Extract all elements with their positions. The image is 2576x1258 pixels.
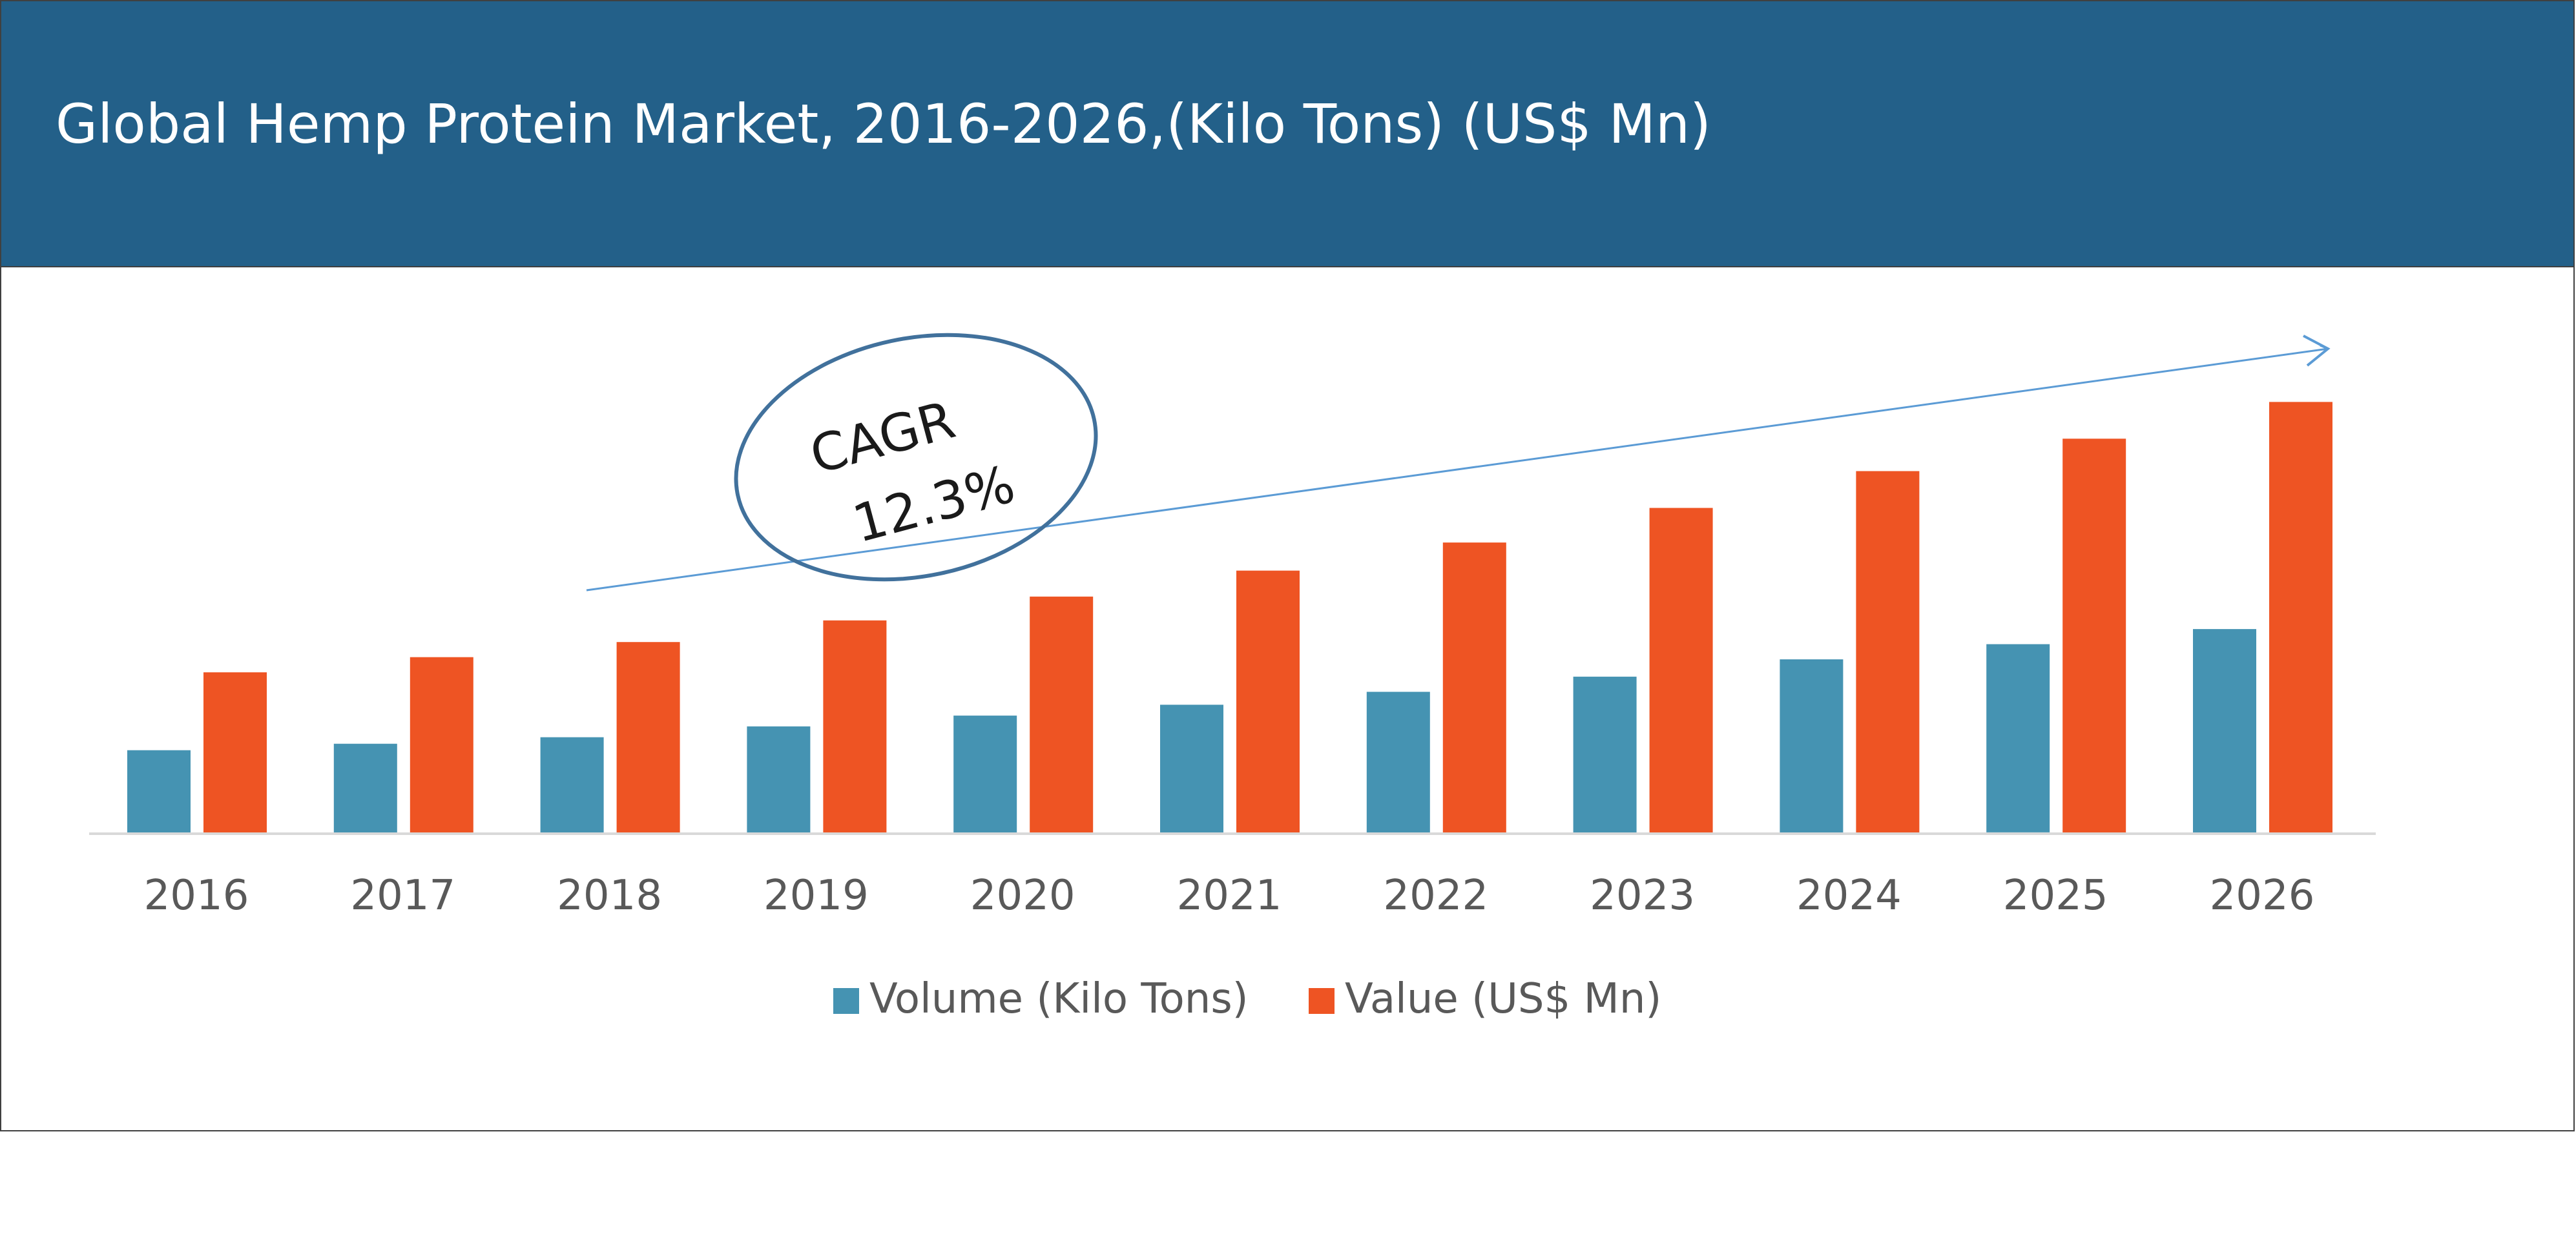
legend-value-label: Value (US$ Mn) [1345, 975, 1661, 1023]
legend-value-swatch [1309, 988, 1335, 1014]
bars-group [127, 402, 2332, 833]
bar-volume-2018 [540, 737, 604, 832]
bar-value-2017 [410, 657, 473, 832]
x-tick-label-2019: 2019 [763, 872, 869, 920]
x-tick-label-2021: 2021 [1177, 872, 1282, 920]
growth-arrowhead-icon [2303, 335, 2331, 367]
bar-volume-2021 [1160, 705, 1223, 832]
bar-value-2026 [2269, 402, 2332, 832]
bar-value-2024 [1856, 471, 1920, 832]
x-tick-label-2018: 2018 [557, 872, 662, 920]
header-bar: Global Hemp Protein Market, 2016-2026,(K… [1, 1, 2573, 267]
bar-volume-2019 [747, 726, 811, 832]
legend-volume-swatch [833, 988, 859, 1014]
x-tick-label-2017: 2017 [350, 872, 455, 920]
x-tick-label-2020: 2020 [970, 872, 1075, 920]
bar-volume-2016 [127, 750, 191, 832]
bar-volume-2017 [333, 743, 397, 832]
cagr-label: CAGR [804, 389, 961, 486]
chart-title: Global Hemp Protein Market, 2016-2026,(K… [56, 92, 1711, 156]
bar-volume-2020 [953, 716, 1017, 832]
growth-arrow [586, 349, 2328, 592]
bar-value-2022 [1442, 542, 1506, 832]
bar-value-2023 [1649, 508, 1713, 832]
x-tick-label-2016: 2016 [144, 872, 249, 920]
legend-volume-label: Volume (Kilo Tons) [869, 975, 1249, 1023]
x-tick-labels: 2016 2017 2018 2019 2020 2021 2022 2023 2024 2025… [144, 872, 2315, 920]
bar-volume-2024 [1780, 659, 1844, 832]
x-tick-label-2025: 2025 [2003, 872, 2108, 920]
bar-value-2021 [1236, 570, 1300, 832]
bar-value-2018 [616, 642, 680, 832]
x-tick-label-2023: 2023 [1590, 872, 1695, 920]
x-tick-label-2026: 2026 [2210, 872, 2315, 920]
bar-value-2019 [823, 620, 887, 832]
x-tick-label-2022: 2022 [1383, 872, 1488, 920]
cagr-ellipse [734, 333, 1098, 582]
x-tick-label-2024: 2024 [1796, 872, 1902, 920]
bar-value-2020 [1030, 596, 1094, 832]
bar-volume-2023 [1573, 676, 1637, 832]
chart-frame: Global Hemp Protein Market, 2016-2026,(K… [0, 0, 2575, 1131]
bar-value-2016 [203, 672, 267, 832]
bar-value-2025 [2062, 438, 2126, 832]
bar-volume-2025 [1986, 644, 2050, 832]
bar-volume-2022 [1366, 692, 1430, 833]
bar-volume-2026 [2193, 629, 2256, 832]
legend: Volume (Kilo Tons) Value (US$ Mn) [833, 975, 1661, 1023]
